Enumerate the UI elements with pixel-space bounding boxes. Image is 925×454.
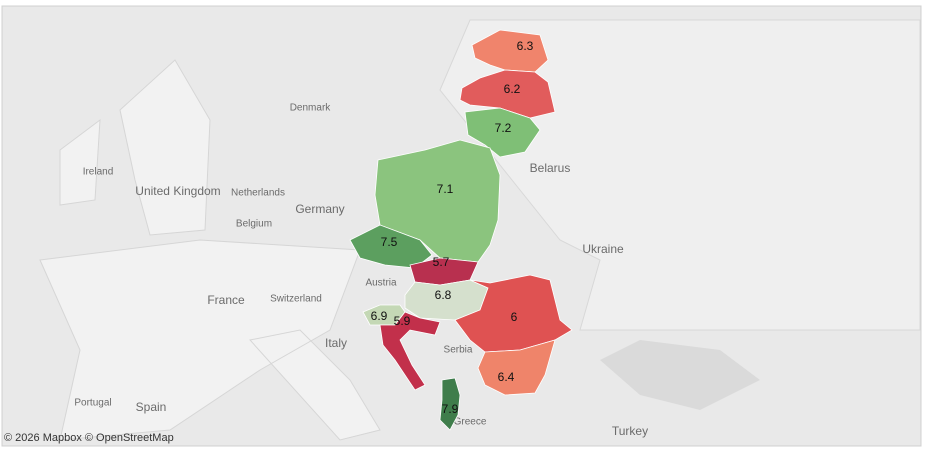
- place-label: Belgium: [236, 219, 272, 230]
- region: [477, 339, 556, 396]
- value-label: 6.4: [498, 370, 515, 384]
- region: [459, 69, 556, 119]
- place-label: France: [207, 293, 245, 307]
- place-label: Germany: [295, 202, 344, 216]
- place-label: Greece: [454, 417, 487, 428]
- value-label: 7.2: [495, 121, 512, 135]
- value-label: 6.2: [504, 82, 521, 96]
- place-label: Denmark: [290, 103, 332, 114]
- place-label: Turkey: [612, 424, 648, 438]
- place-label: Portugal: [74, 398, 111, 409]
- region: [464, 107, 541, 158]
- place-label: Netherlands: [231, 188, 285, 199]
- land: [39, 239, 381, 441]
- place-label: Ukraine: [582, 242, 624, 256]
- value-label: 6.9: [371, 309, 388, 323]
- place-label: Belarus: [530, 161, 571, 175]
- value-label: 6: [511, 310, 518, 324]
- place-label: Spain: [136, 400, 167, 414]
- value-label: 7.5: [381, 235, 398, 249]
- place-label: Austria: [365, 278, 397, 289]
- land: [439, 19, 921, 331]
- value-label: 7.9: [442, 402, 459, 416]
- value-label: 5.9: [394, 314, 411, 328]
- place-label: United Kingdom: [135, 184, 220, 198]
- place-label: Italy: [325, 336, 347, 350]
- land: [59, 59, 211, 236]
- place-label: Ireland: [83, 167, 114, 178]
- value-label: 7.1: [437, 182, 454, 196]
- attribution: © 2026 Mapbox © OpenStreetMap: [4, 432, 174, 444]
- value-label: 5.7: [433, 255, 450, 269]
- value-label: 6.3: [517, 39, 534, 53]
- value-label: 6.8: [435, 288, 452, 302]
- place-label: Serbia: [444, 345, 473, 356]
- place-label: Switzerland: [270, 294, 322, 305]
- region: [379, 311, 441, 391]
- region: [439, 377, 461, 431]
- sea: [600, 340, 760, 410]
